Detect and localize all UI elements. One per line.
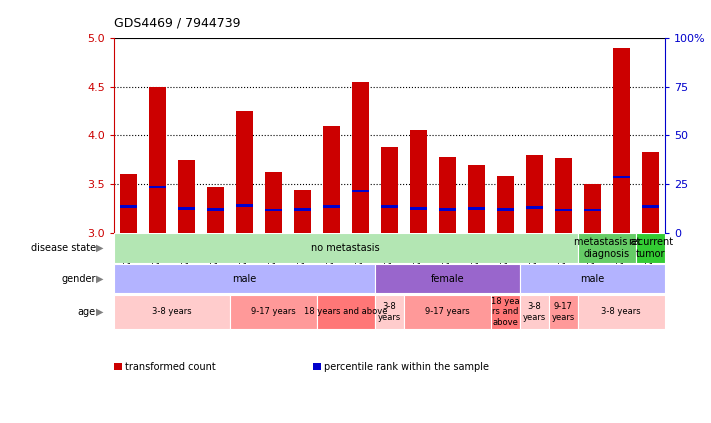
Text: 3-8
years: 3-8 years (523, 302, 546, 321)
Bar (578, 233, 636, 263)
Bar (439, 208, 456, 211)
Bar (555, 158, 572, 233)
Bar (641, 152, 659, 233)
Text: percentile rank within the sample: percentile rank within the sample (324, 362, 489, 372)
Bar (375, 264, 520, 293)
Bar (525, 155, 543, 233)
Bar (264, 172, 282, 233)
Bar (351, 190, 369, 192)
Text: 3-8 years: 3-8 years (602, 308, 641, 316)
Text: female: female (430, 274, 464, 283)
Bar (294, 208, 311, 211)
Text: male: male (580, 274, 604, 283)
Bar (380, 147, 398, 233)
Bar (636, 233, 665, 263)
Bar (491, 294, 520, 329)
Text: 18 years and above: 18 years and above (304, 308, 387, 316)
Text: 9-17
years: 9-17 years (552, 302, 575, 321)
Bar (439, 157, 456, 233)
Text: GDS4469 / 7944739: GDS4469 / 7944739 (114, 16, 240, 30)
Text: disease state: disease state (31, 243, 96, 253)
Text: 18 yea
rs and
above: 18 yea rs and above (491, 297, 520, 327)
Text: no metastasis: no metastasis (311, 243, 380, 253)
Text: ▶: ▶ (95, 243, 103, 253)
Text: male: male (232, 274, 257, 283)
Bar (584, 209, 601, 212)
Text: 9-17 years: 9-17 years (251, 308, 296, 316)
Bar (613, 48, 630, 233)
Bar (496, 176, 514, 233)
Bar (149, 186, 166, 188)
Bar (549, 294, 578, 329)
Text: ▶: ▶ (95, 307, 103, 317)
Bar (149, 87, 166, 233)
Bar (584, 184, 601, 233)
Bar (178, 207, 195, 209)
Bar (178, 160, 195, 233)
Bar (294, 190, 311, 233)
Bar (207, 208, 224, 211)
Bar (114, 264, 375, 293)
Bar (525, 206, 543, 209)
Bar (230, 294, 317, 329)
Bar (520, 294, 549, 329)
Bar (235, 204, 253, 206)
Bar (375, 294, 404, 329)
Bar (317, 294, 375, 329)
Bar (613, 176, 630, 179)
Bar (323, 205, 340, 208)
Bar (323, 126, 340, 233)
Text: age: age (78, 307, 96, 317)
Bar (410, 131, 427, 233)
Text: recurrent
tumor: recurrent tumor (628, 237, 673, 259)
Bar (380, 205, 398, 208)
Bar (119, 174, 137, 233)
Bar (264, 209, 282, 212)
Bar (235, 111, 253, 233)
Bar (578, 294, 665, 329)
Bar (520, 264, 665, 293)
Bar (114, 233, 578, 263)
Text: gender: gender (61, 274, 96, 283)
Bar (351, 82, 369, 233)
Bar (410, 207, 427, 209)
Bar (496, 208, 514, 211)
Bar (641, 205, 659, 208)
Bar (404, 294, 491, 329)
Bar (119, 205, 137, 208)
Bar (114, 294, 230, 329)
Bar (555, 209, 572, 212)
Text: 3-8 years: 3-8 years (152, 308, 191, 316)
Text: 9-17 years: 9-17 years (425, 308, 470, 316)
Bar (207, 187, 224, 233)
Text: 3-8
years: 3-8 years (378, 302, 401, 321)
Text: metastasis at
diagnosis: metastasis at diagnosis (574, 237, 640, 259)
Bar (468, 165, 485, 233)
Text: transformed count: transformed count (125, 362, 216, 372)
Text: ▶: ▶ (95, 274, 103, 283)
Bar (468, 207, 485, 209)
